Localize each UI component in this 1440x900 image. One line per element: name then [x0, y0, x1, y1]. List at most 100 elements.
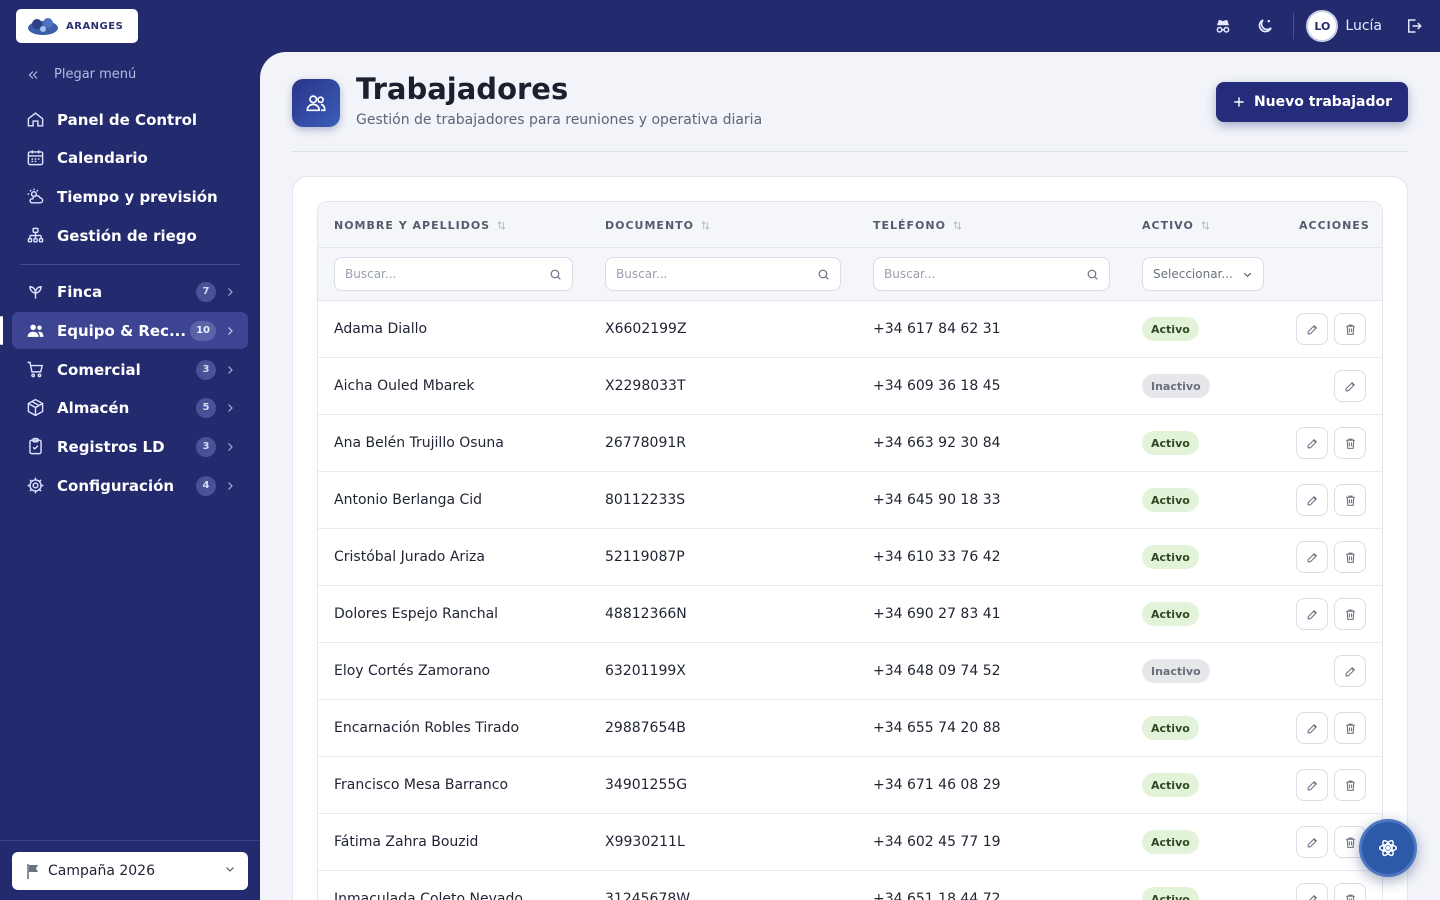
- cart-icon: [25, 360, 45, 380]
- table-row[interactable]: Eloy Cortés Zamorano 63201199X +34 648 09 …: [318, 643, 1382, 700]
- document-search-input[interactable]: Buscar...: [605, 257, 841, 291]
- edit-button[interactable]: [1296, 712, 1328, 744]
- delete-button[interactable]: [1334, 541, 1366, 573]
- sidebar-item-calendario[interactable]: Calendario: [12, 139, 248, 176]
- phone-search-input[interactable]: Buscar...: [873, 257, 1110, 291]
- chevron-right-icon: [224, 480, 238, 492]
- trash-icon: [1344, 608, 1357, 621]
- campaign-label: Campaña 2026: [48, 863, 155, 879]
- moon-icon[interactable]: [1255, 16, 1275, 36]
- table-row[interactable]: Encarnación Robles Tirado 29887654B +34 65…: [318, 700, 1382, 757]
- filter-row: Buscar... Buscar... Buscar... Selecciona…: [318, 248, 1382, 301]
- column-label: TELÉFONO: [873, 218, 946, 232]
- campaign-select[interactable]: Campaña 2026: [12, 852, 248, 890]
- sidebar-item-almacen[interactable]: Almacén 5: [12, 389, 248, 426]
- worker-phone: +34 609 36 18 45: [873, 378, 1001, 394]
- delete-button[interactable]: [1334, 427, 1366, 459]
- assistant-fab-button[interactable]: [1359, 819, 1417, 877]
- count-badge: 10: [190, 320, 216, 341]
- sidebar-item-label: Panel de Control: [57, 110, 198, 129]
- worker-name: Cristóbal Jurado Ariza: [334, 549, 485, 565]
- workers-icon: [292, 79, 340, 127]
- edit-button[interactable]: [1296, 313, 1328, 345]
- sidebar-item-finca[interactable]: Finca 7: [12, 273, 248, 310]
- sort-icon: [700, 220, 711, 231]
- worker-phone: +34 663 92 30 84: [873, 435, 1001, 451]
- edit-button[interactable]: [1296, 598, 1328, 630]
- edit-button[interactable]: [1296, 826, 1328, 858]
- column-header-phone[interactable]: TELÉFONO: [873, 202, 963, 248]
- collapse-menu-button[interactable]: Plegar menú: [26, 67, 136, 82]
- column-label: ACCIONES: [1299, 218, 1370, 232]
- sidebar-item-panel-control[interactable]: Panel de Control: [12, 101, 248, 138]
- column-header-name[interactable]: NOMBRE Y APELLIDOS: [334, 202, 507, 248]
- workers-table: NOMBRE Y APELLIDOS DOCUMENTO TELÉFONO AC…: [317, 201, 1383, 900]
- active-filter-select[interactable]: Seleccionar...: [1142, 257, 1264, 291]
- table-row[interactable]: Dolores Espejo Ranchal 48812366N +34 690 2…: [318, 586, 1382, 643]
- worker-phone: +34 645 90 18 33: [873, 492, 1001, 508]
- sprout-icon: [25, 282, 45, 302]
- new-worker-button[interactable]: Nuevo trabajador: [1216, 82, 1408, 122]
- edit-button[interactable]: [1296, 541, 1328, 573]
- column-header-document[interactable]: DOCUMENTO: [605, 202, 711, 248]
- table-row[interactable]: Francisco Mesa Barranco 34901255G +34 671 …: [318, 757, 1382, 814]
- edit-button[interactable]: [1334, 370, 1366, 402]
- count-badge: 4: [196, 475, 216, 496]
- delete-button[interactable]: [1334, 712, 1366, 744]
- sidebar-item-configuracion[interactable]: Configuración 4: [12, 467, 248, 504]
- trash-icon: [1344, 836, 1357, 849]
- trash-icon: [1344, 437, 1357, 450]
- delete-button[interactable]: [1334, 484, 1366, 516]
- chevron-down-icon: [1243, 272, 1252, 277]
- delete-button[interactable]: [1334, 598, 1366, 630]
- select-placeholder: Seleccionar...: [1153, 267, 1233, 281]
- edit-button[interactable]: [1334, 655, 1366, 687]
- column-header-active[interactable]: ACTIVO: [1142, 202, 1211, 248]
- atom-icon: [1378, 839, 1398, 857]
- sidebar-item-registros[interactable]: Registros LD 3: [12, 428, 248, 465]
- top-bar: ARANGES LO Lucía: [0, 0, 1440, 52]
- table-row[interactable]: Cristóbal Jurado Ariza 52119087P +34 610 3…: [318, 529, 1382, 586]
- worker-document: 63201199X: [605, 663, 686, 679]
- collapse-menu-label: Plegar menú: [54, 67, 137, 82]
- worker-name: Dolores Espejo Ranchal: [334, 606, 499, 622]
- brand-logo[interactable]: ARANGES: [16, 9, 138, 43]
- table-row[interactable]: Aicha Ouled Mbarek X2298033T +34 609 36 18…: [318, 358, 1382, 415]
- sidebar-item-riego[interactable]: Gestión de riego: [12, 217, 248, 254]
- table-row[interactable]: Inmaculada Coleto Nevado 31245678W +34 651…: [318, 871, 1382, 900]
- sidebar-item-equipo[interactable]: Equipo & Rec... 10: [0, 312, 248, 349]
- sort-icon: [952, 220, 963, 231]
- table-row[interactable]: Antonio Berlanga Cid 80112233S +34 645 90 …: [318, 472, 1382, 529]
- pencil-icon: [1306, 551, 1319, 564]
- edit-button[interactable]: [1296, 427, 1328, 459]
- worker-name: Antonio Berlanga Cid: [334, 492, 483, 508]
- column-header-actions: ACCIONES: [1299, 202, 1370, 248]
- edit-button[interactable]: [1296, 484, 1328, 516]
- column-label: ACTIVO: [1142, 218, 1194, 232]
- table-row[interactable]: Adama Diallo X6602199Z +34 617 84 62 31 Act…: [318, 301, 1382, 358]
- logout-icon[interactable]: [1404, 16, 1424, 36]
- delete-button[interactable]: [1334, 769, 1366, 801]
- table-row[interactable]: Ana Belén Trujillo Osuna 26778091R +34 663…: [318, 415, 1382, 472]
- name-search-input[interactable]: Buscar...: [334, 257, 573, 291]
- sort-icon: [1200, 220, 1211, 231]
- search-placeholder: Buscar...: [345, 267, 397, 281]
- incognito-icon[interactable]: [1213, 16, 1233, 36]
- pencil-icon: [1306, 779, 1319, 792]
- sidebar-item-comercial[interactable]: Comercial 3: [12, 351, 248, 388]
- pencil-icon: [1306, 722, 1319, 735]
- plus-icon: [1234, 97, 1244, 107]
- delete-button[interactable]: [1334, 883, 1366, 900]
- sidebar-item-label: Almacén: [57, 398, 130, 417]
- edit-button[interactable]: [1296, 883, 1328, 900]
- user-name[interactable]: Lucía: [1345, 18, 1382, 34]
- users-icon: [25, 321, 45, 341]
- sidebar-item-tiempo[interactable]: Tiempo y previsión: [12, 178, 248, 215]
- table-row[interactable]: Fátima Zahra Bouzid X9930211L +34 602 45 7…: [318, 814, 1382, 871]
- status-badge: Activo: [1142, 830, 1199, 854]
- pencil-icon: [1306, 494, 1319, 507]
- delete-button[interactable]: [1334, 313, 1366, 345]
- pencil-icon: [1344, 380, 1357, 393]
- edit-button[interactable]: [1296, 769, 1328, 801]
- avatar[interactable]: LO: [1306, 10, 1339, 42]
